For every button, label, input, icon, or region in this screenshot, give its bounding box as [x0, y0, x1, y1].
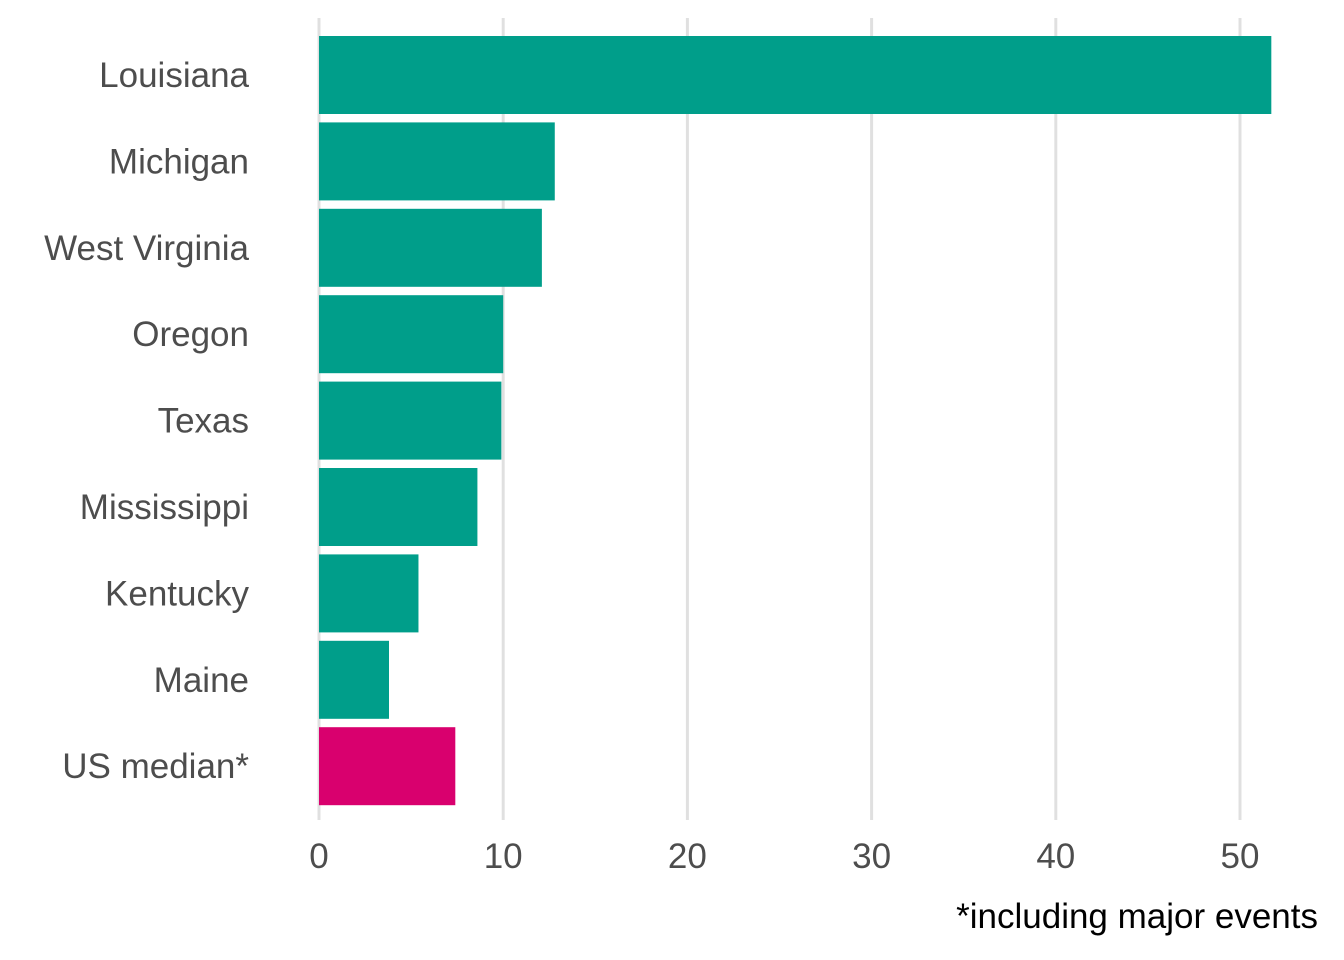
category-labels: Louisiana Michigan West Virginia Oregon Texa… — [44, 56, 249, 786]
bar-kentucky — [319, 554, 419, 633]
bar-texas — [319, 381, 502, 460]
bar-louisiana — [319, 36, 1272, 114]
category-label: Texas — [158, 402, 249, 441]
x-tick-label: 30 — [852, 837, 891, 876]
x-tick-label: 50 — [1221, 837, 1260, 876]
category-label: Mississippi — [80, 488, 249, 527]
bar-us-median — [319, 727, 456, 806]
x-tick-label: 0 — [309, 837, 328, 876]
category-label: Michigan — [109, 142, 249, 181]
category-label: US median* — [62, 747, 249, 786]
bar-oregon — [319, 295, 504, 374]
bar-maine — [319, 640, 389, 719]
category-label: Maine — [154, 661, 249, 700]
x-tick-label: 20 — [668, 837, 707, 876]
category-label: Oregon — [132, 315, 249, 354]
x-axis-tick-labels: 0 10 20 30 40 50 — [309, 837, 1259, 876]
category-label: Kentucky — [105, 574, 249, 613]
category-label: West Virginia — [44, 229, 249, 268]
bars — [319, 36, 1272, 806]
bar-michigan — [319, 122, 555, 201]
x-tick-label: 10 — [484, 837, 523, 876]
bar-west-virginia — [319, 208, 542, 287]
bar-mississippi — [319, 468, 478, 546]
category-label: Louisiana — [99, 56, 249, 95]
footnote: *including major events — [956, 897, 1318, 936]
x-tick-label: 40 — [1036, 837, 1075, 876]
